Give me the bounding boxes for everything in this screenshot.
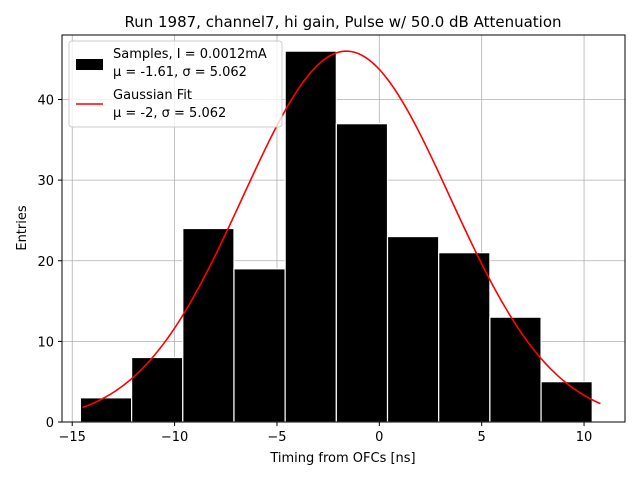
y-tick-label: 0 bbox=[46, 416, 54, 431]
gaussian-fit-line bbox=[82, 50, 601, 409]
x-axis-ticks: −15 −10 −5 0 5 10 bbox=[59, 422, 593, 445]
legend: Samples, I = 0.0012mA μ = -1.61, σ = 5.0… bbox=[68, 40, 283, 128]
y-tick-label: 10 bbox=[37, 335, 54, 350]
legend-label-samples: Samples, I = 0.0012mA bbox=[113, 47, 267, 62]
x-tick-label: −5 bbox=[267, 430, 286, 445]
y-tick-label: 40 bbox=[37, 94, 54, 109]
histogram-bar bbox=[79, 397, 133, 423]
legend-swatch-samples bbox=[76, 59, 103, 70]
x-tick-label: 10 bbox=[576, 430, 593, 445]
histogram-bar bbox=[438, 252, 491, 423]
y-tick-label: 30 bbox=[37, 174, 54, 189]
histogram-bar bbox=[131, 356, 184, 423]
x-tick-label: 5 bbox=[478, 430, 486, 445]
legend-sublabel-samples: μ = -1.61, σ = 5.062 bbox=[113, 65, 247, 80]
x-axis-label: Timing from OFCs [ns] bbox=[269, 451, 415, 466]
y-tick-label: 20 bbox=[37, 255, 54, 270]
y-axis-label: Entries bbox=[15, 205, 30, 251]
legend-box bbox=[68, 40, 283, 128]
histogram-bar bbox=[335, 123, 389, 423]
x-tick-label: 0 bbox=[375, 430, 383, 445]
histogram-bar bbox=[284, 50, 337, 423]
legend-label-fit: Gaussian Fit bbox=[113, 88, 192, 103]
histogram-bar bbox=[540, 381, 593, 423]
histogram-bar bbox=[489, 316, 542, 423]
histogram-bar bbox=[182, 227, 235, 423]
histogram-bar bbox=[386, 235, 440, 423]
y-axis-ticks: 0 10 20 30 40 bbox=[37, 94, 62, 431]
x-tick-label: −15 bbox=[59, 430, 86, 445]
x-tick-label: −10 bbox=[161, 430, 188, 445]
legend-sublabel-fit: μ = -2, σ = 5.062 bbox=[113, 106, 226, 121]
gaussian-fit bbox=[82, 50, 601, 409]
plot-frame bbox=[61, 34, 626, 423]
chart-title: Run 1987, channel7, hi gain, Pulse w/ 50… bbox=[124, 13, 561, 31]
histogram-bar bbox=[233, 268, 286, 423]
histogram-bars bbox=[79, 50, 593, 423]
